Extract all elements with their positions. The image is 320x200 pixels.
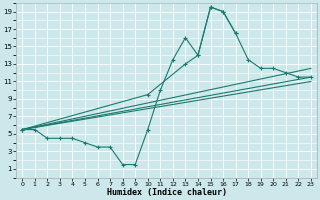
X-axis label: Humidex (Indice chaleur): Humidex (Indice chaleur)	[107, 188, 227, 197]
